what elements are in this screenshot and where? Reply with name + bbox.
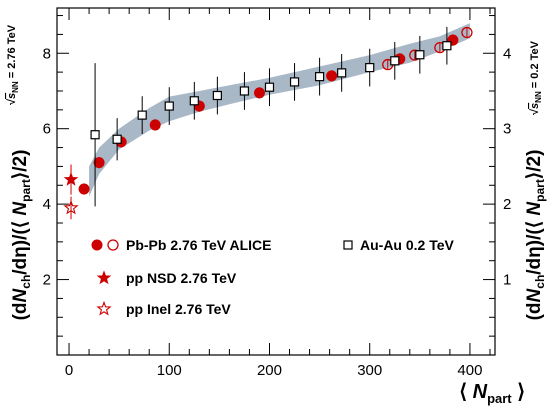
tick-layer: 0 100 200 300 400 2 4 6 8 1 2 3 4	[43, 8, 511, 379]
data-point	[390, 56, 400, 66]
legend-label: Au-Au 0.2 TeV	[360, 237, 455, 253]
y-left-tick-label: 8	[43, 45, 51, 62]
legend-label: pp Inel 2.76 TeV	[126, 301, 231, 317]
data-point	[93, 157, 105, 169]
y-right-tick-label: 4	[503, 45, 511, 62]
legend-label: pp NSD 2.76 TeV	[126, 270, 237, 286]
data-point	[253, 87, 265, 99]
legend-marker	[91, 239, 103, 251]
series-open-square	[90, 26, 452, 207]
y-left-tick-label: 4	[43, 196, 51, 213]
legend-entry: pp NSD 2.76 TeV	[96, 270, 237, 286]
y-left-tick-label: 2	[43, 272, 51, 289]
legend-label: Pb-Pb 2.76 TeV ALICE	[126, 237, 271, 253]
data-point	[149, 119, 161, 131]
data-point	[212, 90, 222, 101]
systematic-band-layer	[89, 23, 470, 197]
data-point	[264, 82, 275, 92]
data-point	[164, 101, 174, 111]
y-right-axis-title: (dNch/dη)/(⟨ Npart⟩/2)	[524, 150, 547, 321]
y-left-axis-title: (dNch/dη)/(⟨ Npart⟩/2)	[10, 150, 33, 321]
data-point	[112, 134, 122, 144]
x-axis-title: ⟨ Npart ⟩	[459, 381, 525, 406]
x-tick-label: 100	[157, 362, 182, 379]
sqrt-s-right-label: √sNN = 0.2 TeV	[529, 40, 543, 115]
data-point	[442, 41, 452, 51]
y-right-tick-label: 1	[503, 272, 511, 289]
legend-layer: Pb-Pb 2.76 TeV ALICE Au-Au 0.2 TeV pp NSD …	[91, 237, 455, 317]
data-point	[63, 171, 79, 186]
x-tick-label: 400	[457, 362, 482, 379]
series-filled-circle	[78, 34, 459, 195]
data-points-layer	[63, 26, 473, 220]
data-point	[314, 72, 325, 82]
systematic-band	[89, 23, 470, 197]
y-right-tick-label: 2	[503, 196, 511, 213]
data-point	[78, 183, 90, 195]
plot-frame	[56, 7, 496, 356]
y-left-tick-label: 6	[43, 121, 51, 138]
x-tick-label: 300	[357, 362, 382, 379]
legend-marker	[107, 239, 119, 251]
series-open-star	[63, 196, 79, 220]
x-tick-label: 0	[65, 362, 73, 379]
data-point	[289, 77, 300, 87]
legend-marker	[96, 300, 112, 316]
series-filled-star	[63, 164, 79, 195]
data-point	[189, 96, 199, 106]
data-point	[337, 68, 347, 78]
data-point	[137, 110, 147, 120]
legend-marker	[343, 240, 353, 250]
sqrt-s-left-label: √sNN = 2.76 TeV	[6, 24, 20, 105]
data-point	[461, 26, 473, 39]
legend-entry: pp Inel 2.76 TeV	[96, 300, 231, 317]
legend-entry: Pb-Pb 2.76 TeV ALICE	[91, 237, 271, 253]
data-point	[415, 50, 425, 60]
legend-entry: Au-Au 0.2 TeV	[343, 237, 455, 253]
data-point	[239, 86, 250, 96]
legend-marker	[96, 270, 112, 285]
data-point	[326, 70, 338, 82]
plot-frame-layer	[56, 7, 496, 356]
data-point	[90, 130, 100, 140]
x-tick-label: 200	[257, 362, 282, 379]
data-point	[365, 62, 375, 73]
data-point	[63, 199, 79, 215]
y-right-tick-label: 3	[503, 121, 511, 138]
